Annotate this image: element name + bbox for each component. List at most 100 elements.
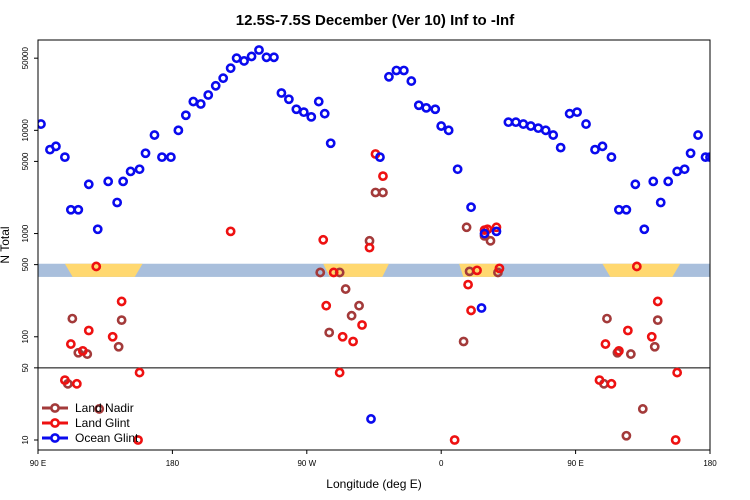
data-point <box>463 279 473 290</box>
data-point <box>491 226 502 237</box>
data-point <box>630 179 641 190</box>
data-point <box>313 96 324 107</box>
data-point <box>637 404 648 414</box>
data-point <box>452 164 463 175</box>
data-point <box>116 315 127 326</box>
data-point <box>476 303 487 313</box>
x-tick-label: 0 <box>439 459 444 468</box>
data-point <box>77 345 88 356</box>
data-point <box>590 144 600 155</box>
data-point <box>319 108 330 119</box>
data-point <box>652 296 663 307</box>
data-point <box>548 130 559 140</box>
data-point <box>366 414 376 424</box>
data-point <box>375 152 385 163</box>
data-point <box>606 378 617 389</box>
data-point <box>38 119 46 129</box>
plot-inner <box>38 45 710 445</box>
data-point <box>113 341 124 352</box>
y-tick-label: 10000 <box>21 119 30 142</box>
data-point <box>67 313 78 324</box>
data-point <box>621 430 632 441</box>
data-point <box>449 435 460 445</box>
x-tick-label: 180 <box>166 459 180 468</box>
data-point <box>318 234 329 245</box>
data-point <box>83 325 94 336</box>
data-point <box>606 152 617 163</box>
data-point <box>621 204 632 215</box>
data-point <box>180 110 191 121</box>
data-point <box>149 130 160 140</box>
data-point <box>225 226 236 237</box>
data-point <box>663 176 674 187</box>
plot-frame <box>37 39 711 451</box>
series-land-glint <box>59 149 683 445</box>
data-point <box>685 148 696 159</box>
data-point <box>540 125 551 136</box>
data-point <box>430 104 441 115</box>
data-point <box>597 141 608 152</box>
data-point <box>239 56 249 66</box>
data-point <box>458 336 469 347</box>
data-point <box>210 80 221 91</box>
data-point <box>378 187 388 198</box>
data-point <box>672 367 683 378</box>
data-point <box>328 267 339 278</box>
data-point <box>581 119 591 129</box>
chart-title: 12.5S-7.5S December (Ver 10) Inf to -Inf <box>236 12 515 29</box>
data-point <box>625 349 636 359</box>
legend-marker <box>50 418 60 428</box>
land-region <box>64 263 143 277</box>
data-point <box>218 73 229 84</box>
data-point <box>173 125 184 136</box>
data-point <box>246 51 257 62</box>
data-point <box>195 99 206 109</box>
data-point <box>59 152 70 163</box>
data-point <box>59 375 70 386</box>
data-point <box>107 331 118 342</box>
data-point <box>134 164 145 175</box>
x-tick-label: 90 E <box>30 459 46 468</box>
legend-label: Land Glint <box>75 416 130 430</box>
land-region <box>323 263 389 277</box>
legend-label: Land Nadir <box>75 401 134 415</box>
data-point <box>103 176 114 187</box>
data-point <box>92 224 103 235</box>
data-point <box>646 331 657 342</box>
data-point <box>321 300 332 311</box>
y-tick-label: 5000 <box>21 152 30 170</box>
data-point <box>384 71 394 82</box>
y-tick-label: 10 <box>21 435 30 444</box>
data-point <box>479 228 490 239</box>
data-point <box>73 204 84 215</box>
data-point <box>679 164 690 175</box>
data-point <box>125 166 136 177</box>
y-tick-label: 50000 <box>21 47 30 70</box>
data-point <box>83 179 94 190</box>
data-point <box>602 313 612 324</box>
data-point <box>51 141 61 152</box>
data-point <box>283 94 294 105</box>
data-point <box>157 152 167 163</box>
y-tick-label: 500 <box>21 257 30 271</box>
data-point <box>648 176 659 187</box>
data-point <box>140 148 151 159</box>
x-tick-label: 180 <box>703 459 717 468</box>
data-point <box>348 336 358 347</box>
data-point <box>325 138 336 149</box>
legend-marker <box>50 433 60 443</box>
data-point <box>622 325 633 336</box>
data-point <box>600 339 611 349</box>
data-point <box>705 152 710 163</box>
data-point <box>134 367 145 378</box>
y-tick-label: 1000 <box>21 224 30 242</box>
x-tick-label: 90 E <box>567 459 583 468</box>
data-point <box>436 121 447 131</box>
data-point <box>655 197 666 208</box>
y-tick-label: 100 <box>21 330 30 344</box>
data-point <box>269 52 279 63</box>
legend-label: Ocean Glint <box>75 431 139 445</box>
data-point <box>466 202 476 213</box>
